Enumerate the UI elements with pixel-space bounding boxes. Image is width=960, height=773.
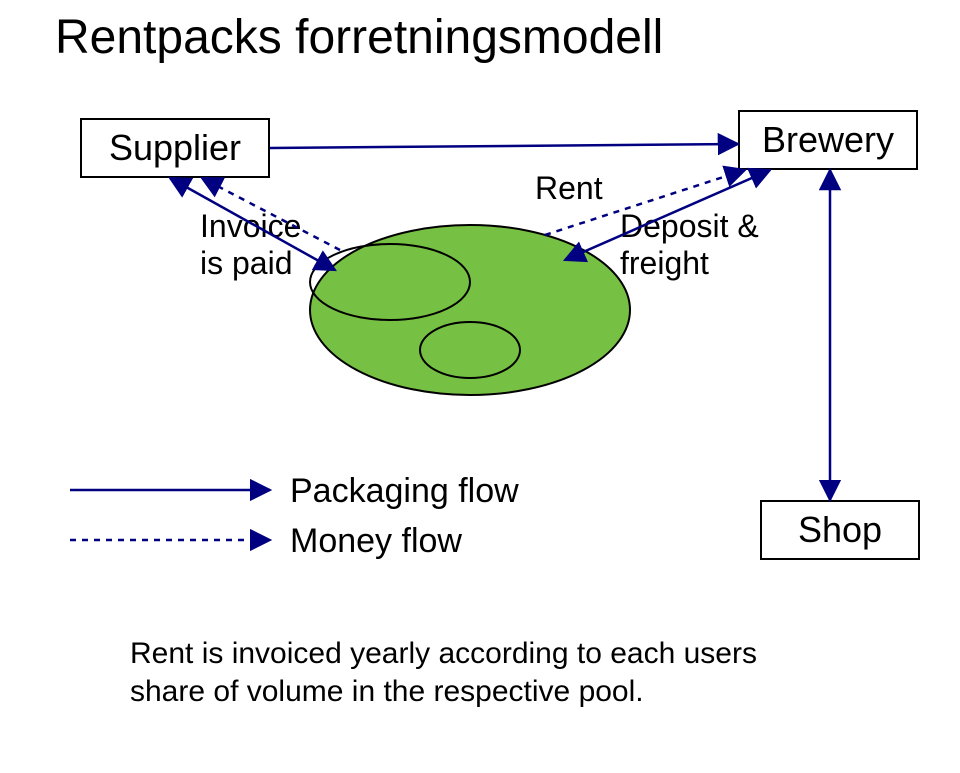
node-shop-label: Shop: [798, 509, 882, 551]
node-brewery-label: Brewery: [762, 119, 894, 161]
label-deposit: Deposit &freight: [620, 208, 759, 282]
legend-packaging-label: Packaging flow: [290, 472, 519, 511]
node-supplier-label: Supplier: [109, 127, 241, 169]
node-supplier: Supplier: [80, 118, 270, 178]
node-eh-label: EH: [450, 330, 492, 364]
node-rentpack-label: Rentpack: [340, 262, 475, 296]
diagram-canvas: Rentpacks forretningsmodell Supplier Bre…: [0, 0, 960, 773]
legend-money-label: Money flow: [290, 522, 462, 561]
label-rent: Rent: [535, 170, 603, 207]
node-shop: Shop: [760, 500, 920, 560]
footer-text: Rent is invoiced yearly according to eac…: [130, 635, 757, 710]
node-brewery: Brewery: [738, 110, 918, 170]
page-title: Rentpacks forretningsmodell: [55, 10, 663, 65]
label-invoice: Invoiceis paid: [200, 208, 301, 282]
